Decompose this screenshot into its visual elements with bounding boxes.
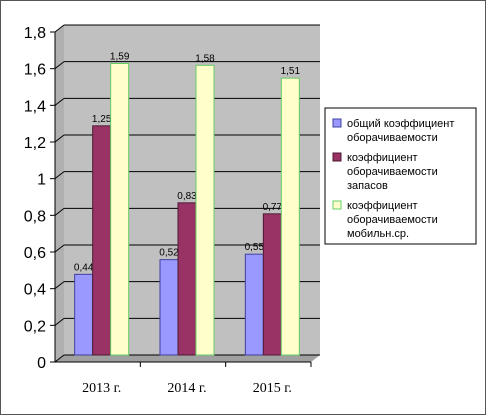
- bar-3-1[interactable]: [110, 63, 130, 356]
- legend-swatch: [332, 200, 342, 210]
- y-tick-label: 1,4: [24, 98, 46, 115]
- data-label: 0,44: [74, 262, 94, 273]
- legend-swatch: [332, 152, 342, 162]
- legend-label: оборачиваемости: [347, 214, 438, 226]
- y-tick-label: 1: [37, 172, 46, 189]
- data-label: 1,59: [110, 52, 130, 63]
- legend-label: запасов: [347, 180, 388, 192]
- bar-1-3[interactable]: [244, 253, 264, 356]
- y-tick-label: 0,8: [24, 208, 46, 225]
- plot-side-wall: [55, 25, 64, 362]
- gridline-side: [54, 244, 65, 253]
- data-label: 1,58: [195, 53, 215, 64]
- y-tick-label: 0,6: [24, 245, 46, 262]
- gridline-side: [54, 317, 65, 326]
- data-label: 1,25: [92, 114, 112, 125]
- legend-label: коэффициент: [347, 152, 418, 164]
- bar-3-3[interactable]: [280, 77, 300, 356]
- legend-label: коэффициент: [347, 200, 418, 212]
- data-label: 0,55: [245, 242, 265, 253]
- data-label: 0,83: [177, 191, 197, 202]
- x-tick-label: 2015 г.: [253, 381, 292, 396]
- plot-floor: [55, 355, 320, 362]
- data-label: 0,52: [159, 248, 179, 259]
- legend-label: оборачиваемости: [347, 132, 438, 144]
- data-label: 1,51: [281, 66, 301, 77]
- y-tick-label: 1,6: [24, 62, 46, 79]
- y-tick-label: 0: [37, 355, 46, 372]
- bar-2-2[interactable]: [177, 202, 197, 356]
- legend-box: [324, 107, 477, 245]
- y-tick-label: 0,4: [24, 282, 46, 299]
- gridline-side: [54, 24, 65, 33]
- bar-2-3[interactable]: [262, 213, 282, 356]
- bar-3-2[interactable]: [195, 64, 215, 356]
- x-tick-label: 2013 г.: [82, 381, 121, 396]
- legend-label: оборачиваемости: [347, 166, 438, 178]
- legend-label: общий коэффициент: [347, 118, 454, 130]
- gridline-side: [54, 61, 65, 70]
- gridline-side: [54, 354, 65, 363]
- y-tick-label: 1,2: [24, 135, 46, 152]
- gridline-side: [54, 97, 65, 106]
- gridline-side: [54, 171, 65, 180]
- data-label: 0,77: [263, 202, 283, 213]
- gridline-side: [54, 281, 65, 290]
- y-tick-label: 1,8: [24, 25, 46, 42]
- x-tick-label: 2014 г.: [167, 381, 206, 396]
- bar-2-1[interactable]: [92, 125, 112, 356]
- bar-1-2[interactable]: [159, 259, 179, 356]
- gridline-side: [54, 207, 65, 216]
- y-tick-label: 0,2: [24, 318, 46, 335]
- legend-label: мобильн.ср.: [347, 228, 409, 240]
- legend-swatch: [332, 118, 342, 128]
- gridline-side: [54, 134, 65, 143]
- bar-1-1[interactable]: [74, 273, 94, 356]
